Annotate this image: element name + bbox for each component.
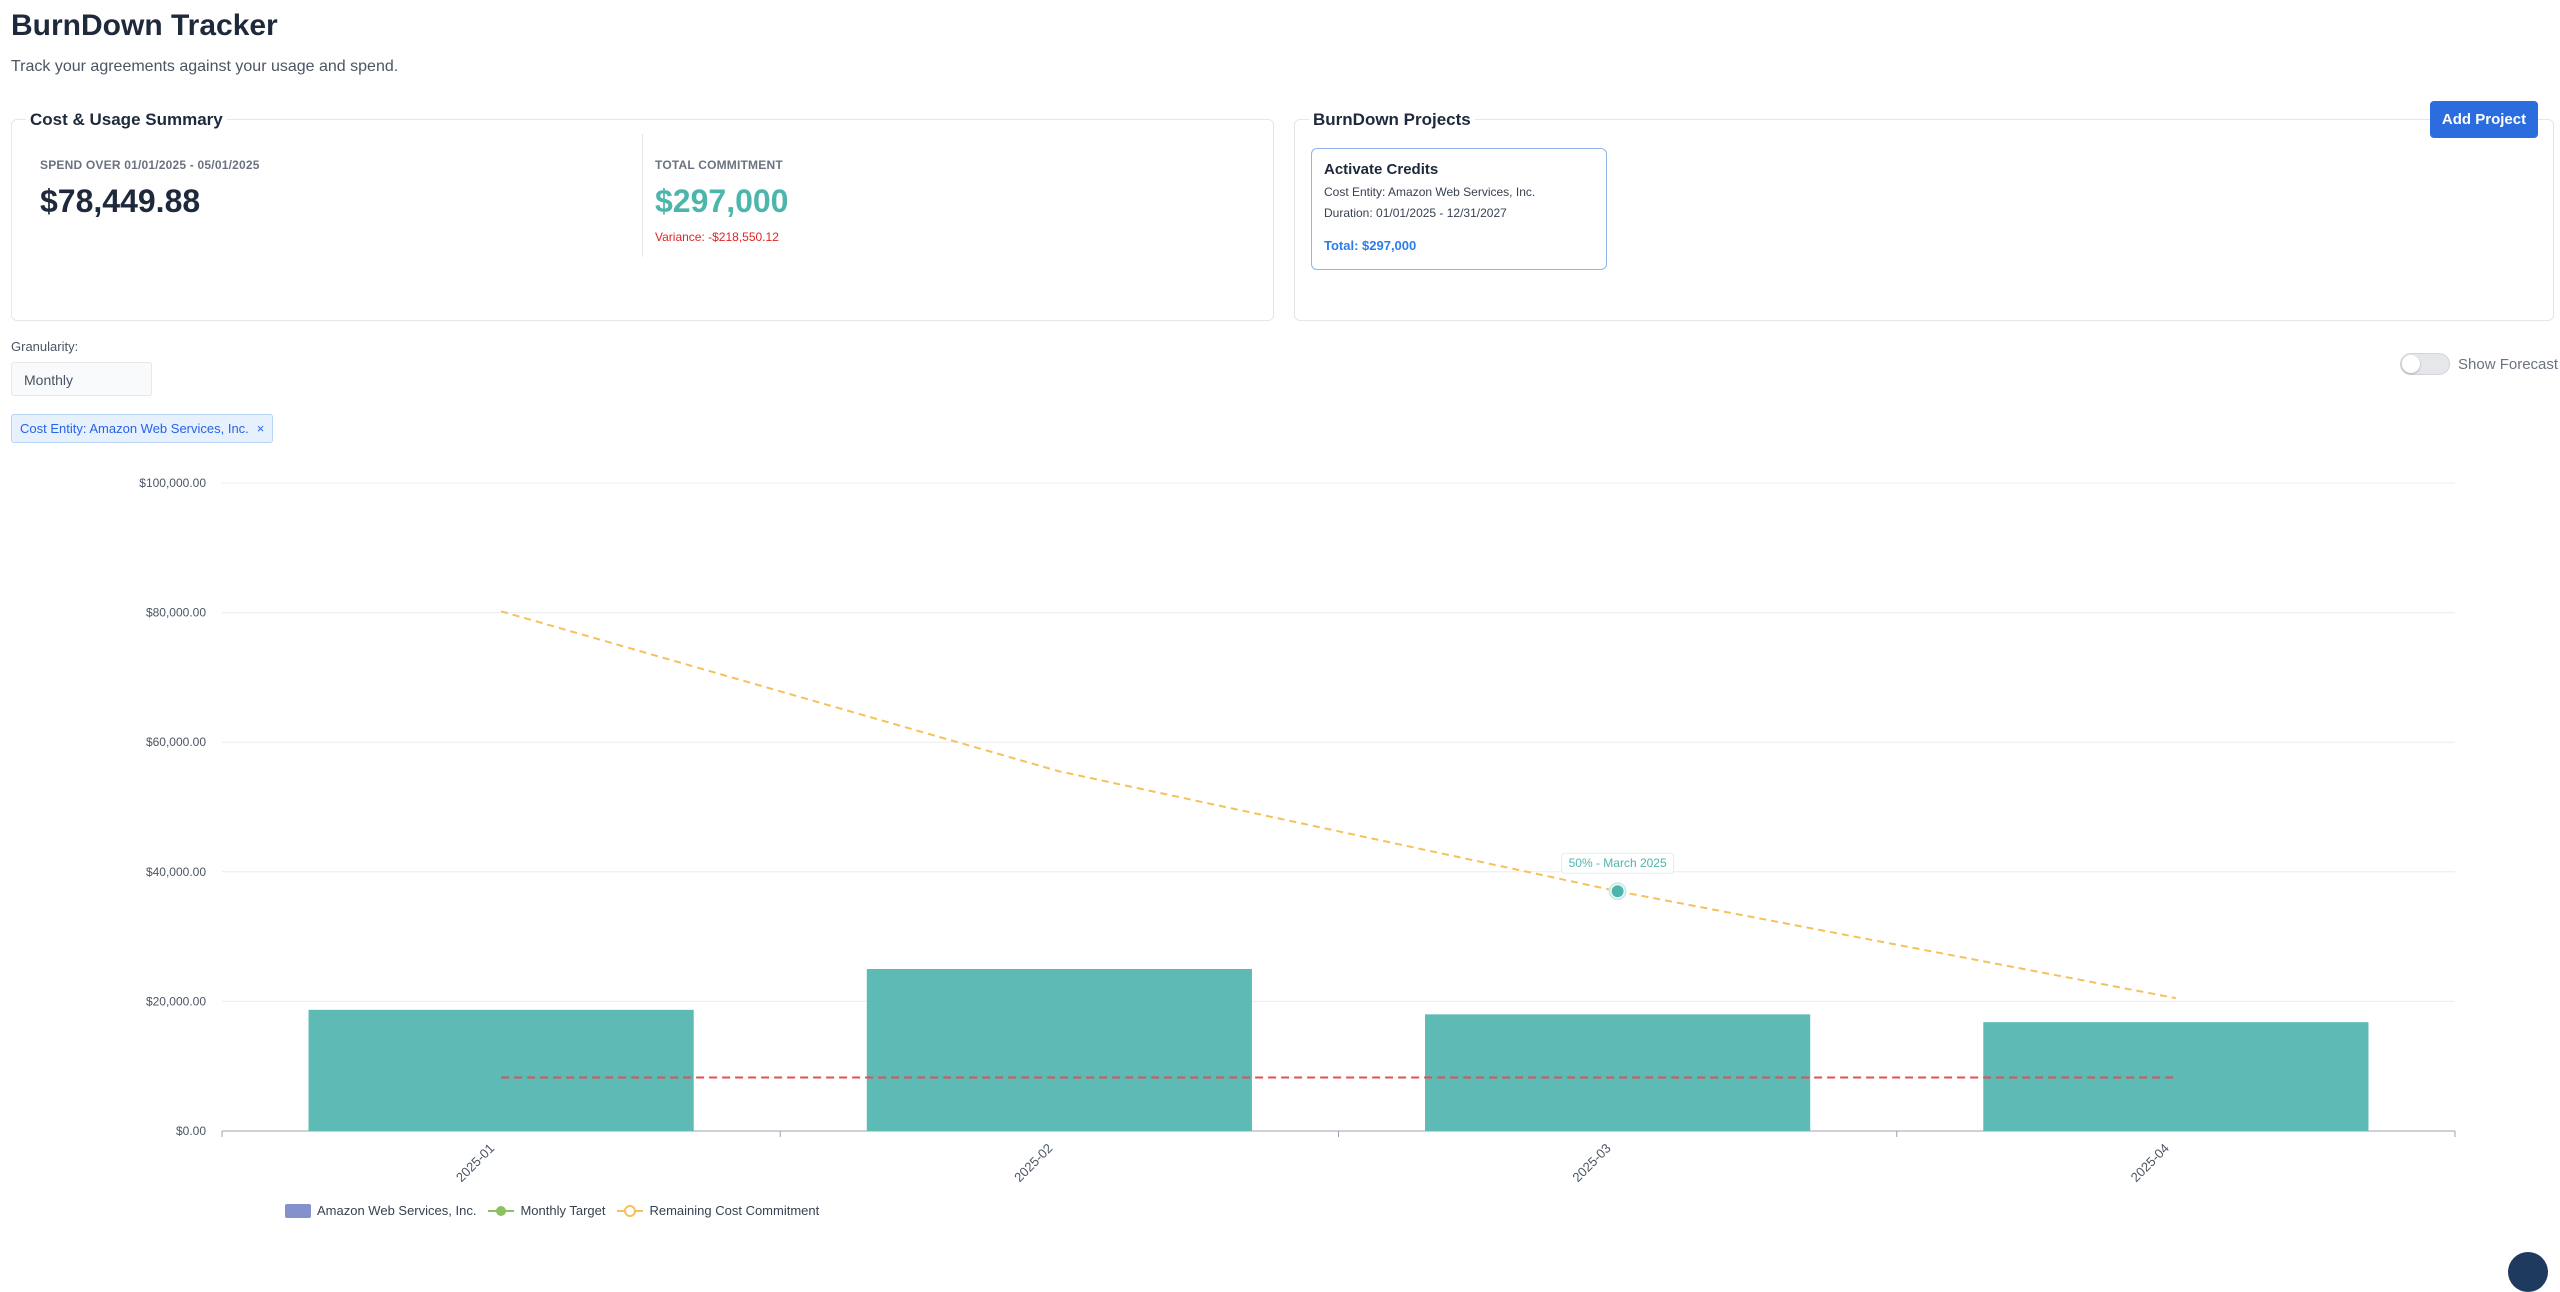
summary-card-title: Cost & Usage Summary bbox=[26, 110, 227, 130]
commitment-stat: TOTAL COMMITMENT $297,000 Variance: -$21… bbox=[655, 158, 788, 244]
page-title: BurnDown Tracker bbox=[11, 8, 398, 44]
y-tick-label: $100,000.00 bbox=[139, 476, 206, 490]
bar bbox=[309, 1010, 694, 1131]
burndown-projects-card: BurnDown Projects Add Project Activate C… bbox=[1294, 119, 2554, 321]
x-tick-label: 2025-03 bbox=[1569, 1141, 1613, 1185]
forecast-toggle-knob bbox=[2402, 355, 2420, 373]
legend-item-monthly-target[interactable]: Monthly Target bbox=[488, 1203, 605, 1218]
project-total: Total: $297,000 bbox=[1324, 238, 1594, 253]
bar bbox=[867, 969, 1252, 1131]
help-bubble-icon[interactable] bbox=[2508, 1252, 2548, 1292]
granularity-label: Granularity: bbox=[11, 339, 78, 354]
project-card[interactable]: Activate Credits Cost Entity: Amazon Web… bbox=[1311, 148, 1607, 270]
forecast-toggle-label: Show Forecast bbox=[2458, 356, 2558, 373]
legend-label-remaining-commitment: Remaining Cost Commitment bbox=[649, 1203, 819, 1218]
legend-item-aws[interactable]: Amazon Web Services, Inc. bbox=[285, 1203, 476, 1218]
chart-legend: Amazon Web Services, Inc. Monthly Target… bbox=[285, 1203, 831, 1218]
forecast-toggle-track[interactable] bbox=[2400, 353, 2450, 375]
spend-stat: SPEND OVER 01/01/2025 - 05/01/2025 $78,4… bbox=[40, 158, 260, 220]
project-duration: Duration: 01/01/2025 - 12/31/2027 bbox=[1324, 206, 1594, 220]
cost-entity-filter-chip[interactable]: Cost Entity: Amazon Web Services, Inc. × bbox=[11, 414, 273, 443]
variance-text: Variance: -$218,550.12 bbox=[655, 230, 788, 244]
projects-card-title: BurnDown Projects bbox=[1309, 110, 1475, 130]
granularity-select[interactable]: Monthly bbox=[11, 362, 152, 396]
x-tick-label: 2025-01 bbox=[453, 1141, 497, 1185]
annotation-label: 50% - March 2025 bbox=[1569, 856, 1667, 870]
project-name: Activate Credits bbox=[1324, 161, 1594, 178]
spend-value: $78,449.88 bbox=[40, 183, 260, 220]
commitment-value: $297,000 bbox=[655, 183, 788, 220]
line-marker-icon bbox=[488, 1204, 514, 1218]
spend-label: SPEND OVER 01/01/2025 - 05/01/2025 bbox=[40, 158, 260, 172]
page-subtitle: Track your agreements against your usage… bbox=[11, 58, 398, 76]
burndown-chart: $100,000.00 $80,000.00 $60,000.00 $40,000.0… bbox=[0, 455, 2560, 1195]
y-tick-label: $60,000.00 bbox=[146, 735, 206, 749]
x-tick-label: 2025-02 bbox=[1011, 1141, 1055, 1185]
legend-label-monthly-target: Monthly Target bbox=[520, 1203, 605, 1218]
y-tick-label: $20,000.00 bbox=[146, 994, 206, 1008]
y-tick-label: $40,000.00 bbox=[146, 865, 206, 879]
line-marker-icon bbox=[617, 1204, 643, 1218]
x-tick-label: 2025-04 bbox=[2128, 1141, 2172, 1185]
legend-label-aws: Amazon Web Services, Inc. bbox=[317, 1203, 476, 1218]
project-entity: Cost Entity: Amazon Web Services, Inc. bbox=[1324, 185, 1594, 199]
filter-chip-label: Cost Entity: Amazon Web Services, Inc. bbox=[20, 421, 249, 436]
y-tick-label: $0.00 bbox=[176, 1124, 206, 1138]
y-tick-label: $80,000.00 bbox=[146, 606, 206, 620]
show-forecast-toggle[interactable]: Show Forecast bbox=[2400, 353, 2558, 375]
cost-usage-summary-card: Cost & Usage Summary SPEND OVER 01/01/20… bbox=[11, 119, 1274, 321]
bar bbox=[1425, 1014, 1810, 1131]
legend-item-remaining-commitment[interactable]: Remaining Cost Commitment bbox=[617, 1203, 819, 1218]
bar-swatch-icon bbox=[285, 1204, 311, 1218]
annotation-marker bbox=[1612, 885, 1624, 897]
close-icon[interactable]: × bbox=[257, 421, 265, 436]
add-project-button[interactable]: Add Project bbox=[2430, 101, 2538, 138]
page-header: BurnDown Tracker Track your agreements a… bbox=[11, 8, 398, 76]
summary-divider bbox=[642, 134, 643, 257]
remaining-commitment-line bbox=[501, 611, 2176, 998]
commitment-label: TOTAL COMMITMENT bbox=[655, 158, 788, 172]
